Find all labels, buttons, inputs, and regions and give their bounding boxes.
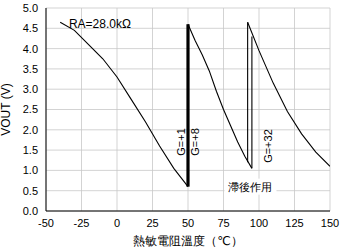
svg-text:3.5: 3.5 — [23, 63, 38, 75]
svg-text:4.0: 4.0 — [23, 43, 38, 55]
svg-text:125: 125 — [285, 217, 303, 229]
svg-text:G=+32: G=+32 — [262, 129, 274, 163]
svg-text:熱敏電阻溫度（℃）: 熱敏電阻溫度（℃） — [133, 234, 242, 248]
svg-text:5.0: 5.0 — [23, 2, 38, 14]
svg-text:RA=28.0kΩ: RA=28.0kΩ — [69, 17, 131, 31]
svg-text:G=+1: G=+1 — [175, 128, 187, 156]
svg-text:2.0: 2.0 — [23, 124, 38, 136]
svg-text:1.0: 1.0 — [23, 164, 38, 176]
svg-text:3.0: 3.0 — [23, 83, 38, 95]
svg-text:1.5: 1.5 — [23, 144, 38, 156]
svg-text:-25: -25 — [74, 217, 90, 229]
svg-text:0: 0 — [114, 217, 120, 229]
svg-text:2.5: 2.5 — [23, 103, 38, 115]
svg-text:150: 150 — [321, 217, 339, 229]
svg-text:G=+8: G=+8 — [189, 128, 201, 156]
svg-text:-50: -50 — [38, 217, 54, 229]
svg-text:滯後作用: 滯後作用 — [228, 181, 272, 193]
svg-text:100: 100 — [250, 217, 268, 229]
svg-text:0.0: 0.0 — [23, 205, 38, 217]
svg-text:25: 25 — [146, 217, 158, 229]
svg-text:VOUT (V): VOUT (V) — [8, 83, 13, 135]
svg-text:4.5: 4.5 — [23, 22, 38, 34]
svg-text:0.5: 0.5 — [23, 185, 38, 197]
svg-text:75: 75 — [217, 217, 229, 229]
svg-text:50: 50 — [182, 217, 194, 229]
